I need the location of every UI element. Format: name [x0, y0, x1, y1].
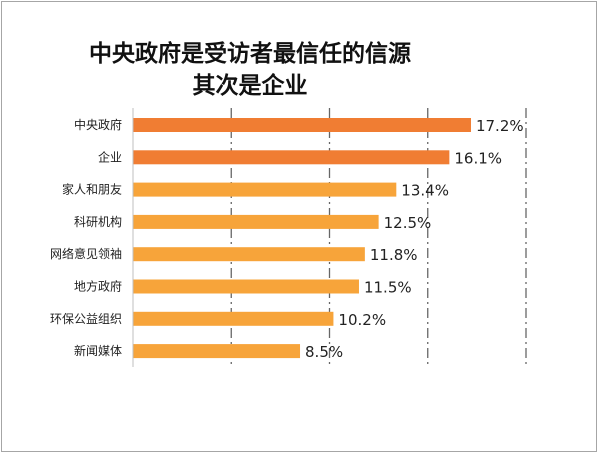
value-label: 16.1%	[454, 149, 502, 167]
category-label: 网络意见领袖	[50, 246, 122, 261]
bar	[133, 182, 397, 197]
value-label: 10.2%	[338, 311, 386, 329]
value-label: 13.4%	[401, 182, 449, 200]
category-label: 新闻媒体	[74, 343, 122, 358]
category-label: 企业	[98, 149, 122, 164]
chart-title-line-1: 中央政府是受访者最信任的信源	[89, 41, 411, 67]
bar	[133, 214, 379, 229]
category-label: 科研机构	[74, 214, 122, 229]
bar	[133, 311, 334, 326]
bar	[133, 118, 471, 132]
bar	[133, 150, 450, 165]
chart-title-line-2: 其次是企业	[192, 73, 308, 99]
category-label: 地方政府	[74, 279, 122, 294]
bar	[133, 279, 359, 294]
bar	[133, 344, 301, 359]
category-label: 环保公益组织	[50, 312, 122, 326]
value-label: 11.5%	[364, 279, 412, 297]
bar	[133, 247, 365, 262]
value-label: 17.2%	[476, 117, 524, 135]
value-label: 8.5%	[305, 343, 343, 361]
value-label: 12.5%	[384, 214, 432, 232]
category-label: 家人和朋友	[62, 182, 122, 197]
category-label: 中央政府	[74, 117, 122, 132]
value-label: 11.8%	[370, 246, 418, 264]
